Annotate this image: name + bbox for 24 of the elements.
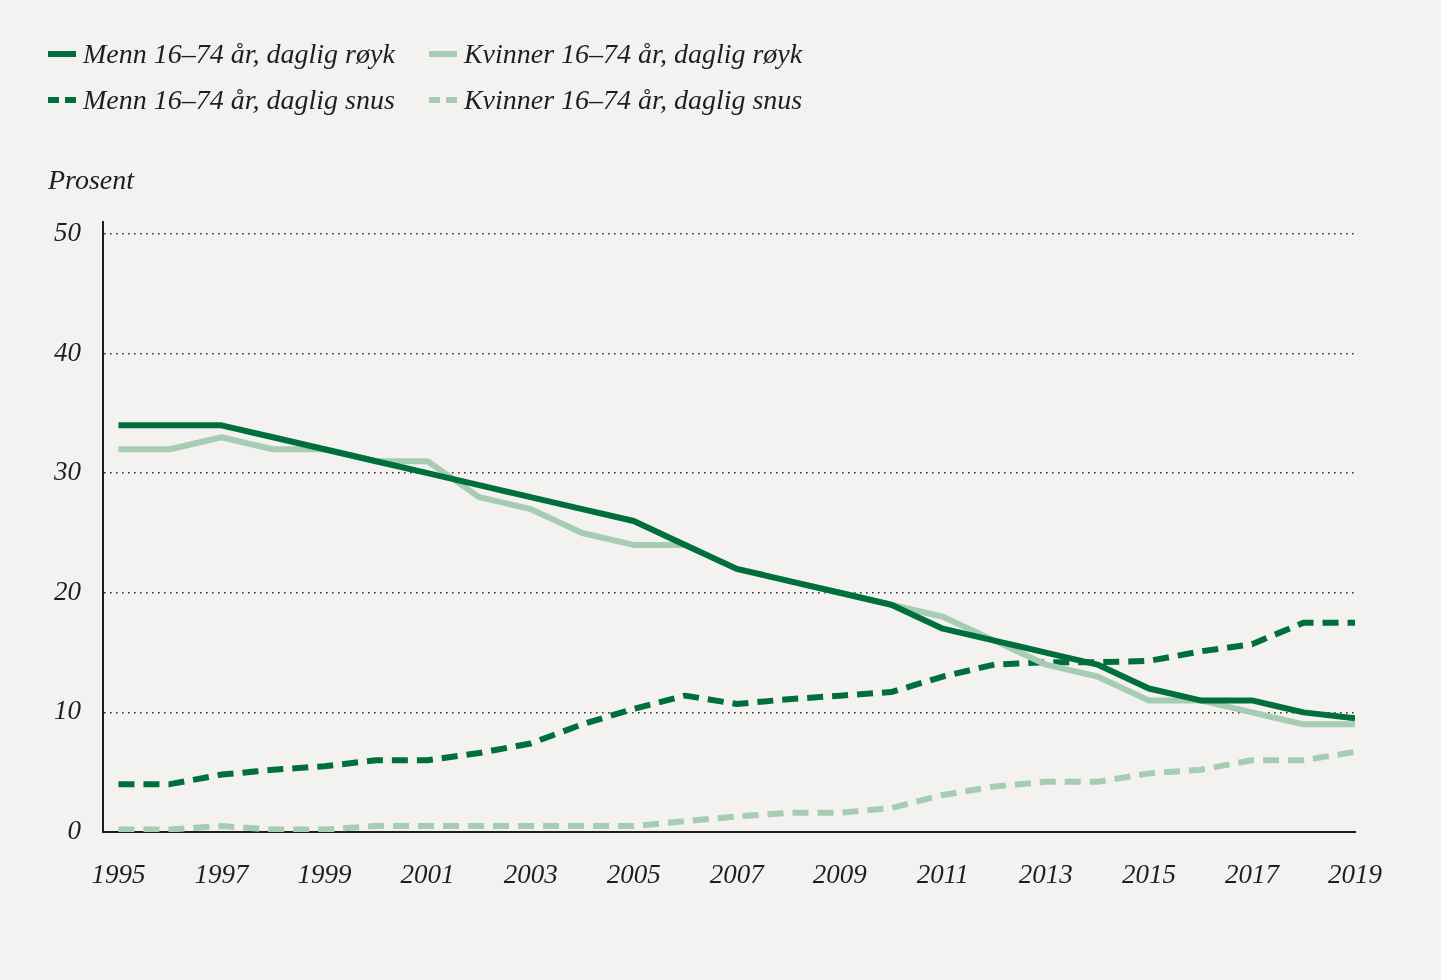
legend-label: Menn 16–74 år, daglig røyk [83,37,395,71]
y-tick-label: 20 [54,575,82,606]
x-tick-label: 1995 [91,859,146,890]
x-tick-label: 2003 [503,859,558,890]
y-tick-label: 40 [54,336,82,367]
x-tick-label: 2009 [812,859,868,890]
legend-label: Kvinner 16–74 år, daglig snus [463,83,803,117]
x-tick-label: 1997 [194,859,250,890]
y-axis-title: Prosent [48,163,135,197]
x-tick-label: 2013 [1018,859,1073,890]
x-tick-label: 2001 [400,859,455,890]
legend-label: Menn 16–74 år, daglig snus [83,83,395,117]
y-tick-label: 10 [54,695,82,726]
y-tick-label: 50 [54,217,82,248]
x-tick-label: 2011 [916,859,969,890]
x-tick-label: 2019 [1328,859,1383,890]
x-tick-label: 1999 [297,859,353,890]
x-tick-label: 2015 [1121,859,1176,890]
y-tick-label: 0 [67,815,82,846]
y-tick-label: 30 [53,456,82,487]
legend-label: Kvinner 16–74 år, daglig røyk [463,37,803,71]
x-tick-label: 2017 [1224,859,1281,890]
x-tick-label: 2005 [606,859,661,890]
x-tick-label: 2007 [709,859,766,890]
